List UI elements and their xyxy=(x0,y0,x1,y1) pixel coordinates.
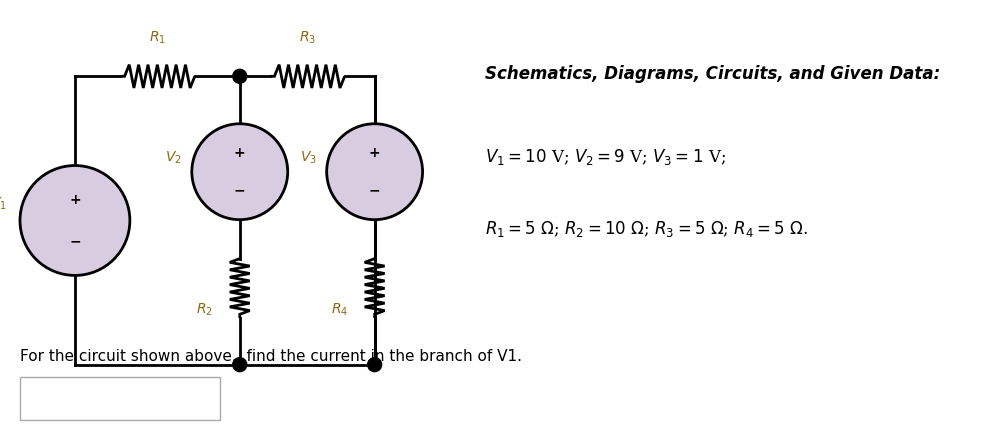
Text: $R_1 = 5\ \Omega$; $R_2 = 10\ \Omega$; $R_3 = 5\ \Omega$; $R_4 = 5\ \Omega$.: $R_1 = 5\ \Omega$; $R_2 = 10\ \Omega$; $… xyxy=(485,219,807,239)
Text: $V_2$: $V_2$ xyxy=(166,149,182,165)
Text: −: − xyxy=(69,234,81,248)
Ellipse shape xyxy=(20,165,130,276)
Text: $V_1$: $V_1$ xyxy=(0,196,6,212)
Text: +: + xyxy=(234,147,246,161)
Ellipse shape xyxy=(233,70,247,83)
Text: +: + xyxy=(69,192,81,206)
Ellipse shape xyxy=(327,124,423,220)
Text: $R_1$: $R_1$ xyxy=(149,30,166,46)
Text: −: − xyxy=(369,183,381,197)
Text: $V_3$: $V_3$ xyxy=(301,149,317,165)
FancyBboxPatch shape xyxy=(20,377,220,420)
Text: $V_1 = 10$ V; $V_2 = 9$ V; $V_3 = 1$ V;: $V_1 = 10$ V; $V_2 = 9$ V; $V_3 = 1$ V; xyxy=(485,147,725,167)
Text: Schematics, Diagrams, Circuits, and Given Data:: Schematics, Diagrams, Circuits, and Give… xyxy=(485,65,940,83)
Text: $R_2$: $R_2$ xyxy=(197,301,213,318)
Text: −: − xyxy=(234,183,246,197)
Ellipse shape xyxy=(233,358,247,371)
Ellipse shape xyxy=(368,358,382,371)
Text: $R_4$: $R_4$ xyxy=(331,301,349,318)
Ellipse shape xyxy=(192,124,288,220)
Text: +: + xyxy=(369,147,381,161)
Text: $R_3$: $R_3$ xyxy=(299,30,316,46)
Text: For the circuit shown above,  find the current in the branch of V1.: For the circuit shown above, find the cu… xyxy=(20,349,522,364)
